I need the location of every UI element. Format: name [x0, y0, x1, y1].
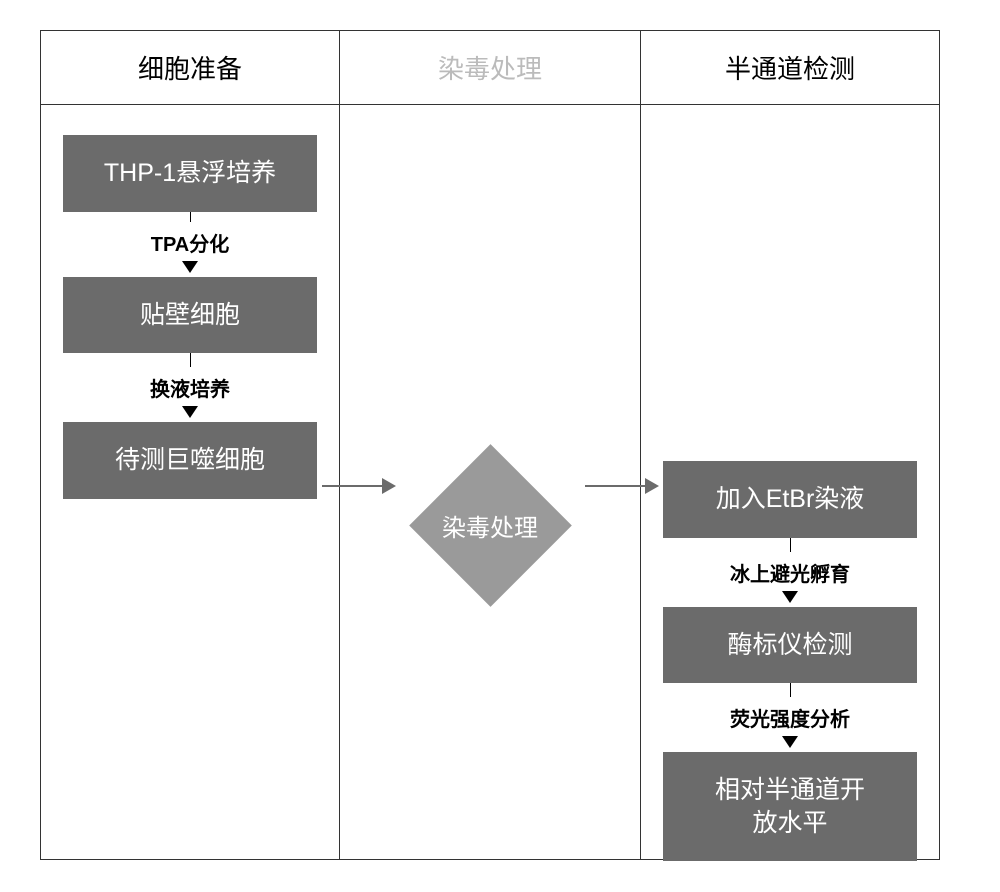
node-thp1: THP-1悬浮培养: [63, 135, 317, 212]
node-reader: 酶标仪检测: [663, 607, 917, 684]
edge-label: 荧光强度分析: [663, 703, 917, 732]
diamond-node: 染毒处理: [410, 445, 570, 605]
connector-line: [190, 212, 191, 222]
column-cell-prep: 细胞准备 THP-1悬浮培养 TPA分化 贴壁细胞 换液培养 待测巨噬细胞: [40, 30, 340, 860]
arrow-down-icon: [182, 261, 198, 273]
column-treatment: 染毒处理 染毒处理: [340, 30, 640, 860]
arrow-down-icon: [182, 406, 198, 418]
connector-line: [190, 353, 191, 367]
column-body: THP-1悬浮培养 TPA分化 贴壁细胞 换液培养 待测巨噬细胞: [41, 105, 339, 859]
column-header: 染毒处理: [340, 31, 640, 105]
node-result: 相对半通道开 放水平: [663, 752, 917, 861]
column-header: 半通道检测: [641, 31, 939, 105]
arrow-down-icon: [782, 591, 798, 603]
connector-line: [790, 683, 791, 697]
arrow-right-icon: [322, 485, 394, 487]
node-etbr: 加入EtBr染液: [663, 461, 917, 538]
flowchart-diagram: 细胞准备 THP-1悬浮培养 TPA分化 贴壁细胞 换液培养 待测巨噬细胞 染毒…: [40, 30, 960, 860]
node-adherent: 贴壁细胞: [63, 277, 317, 354]
edge-label: 换液培养: [63, 373, 317, 402]
edge-label: TPA分化: [63, 228, 317, 257]
column-header: 细胞准备: [41, 31, 339, 105]
column-detection: 半通道检测 加入EtBr染液 冰上避光孵育 酶标仪检测 荧光强度分析 相对半通道…: [640, 30, 940, 860]
edge-label: 冰上避光孵育: [663, 558, 917, 587]
arrow-down-icon: [782, 736, 798, 748]
connector-line: [790, 538, 791, 552]
column-body: 加入EtBr染液 冰上避光孵育 酶标仪检测 荧光强度分析 相对半通道开 放水平: [641, 105, 939, 891]
node-macrophage: 待测巨噬细胞: [63, 422, 317, 499]
arrow-right-icon: [585, 485, 657, 487]
diamond-label: 染毒处理: [442, 508, 538, 543]
